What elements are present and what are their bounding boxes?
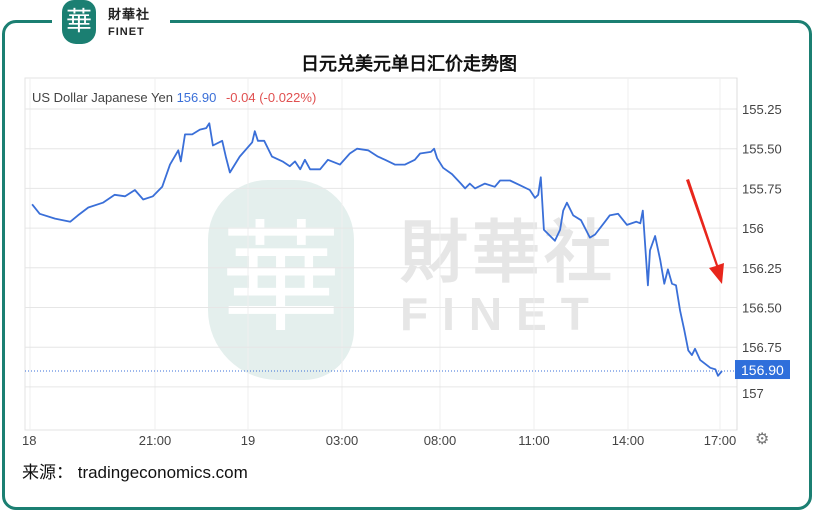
card-frame bbox=[2, 20, 812, 510]
y-tick-label: 156.75 bbox=[742, 340, 782, 355]
x-tick-label: 11:00 bbox=[518, 433, 550, 448]
legend-change: -0.04 (-0.022%) bbox=[225, 90, 317, 105]
finet-logo: 華 財華社 FINET bbox=[52, 0, 170, 46]
current-price-badge bbox=[735, 360, 790, 380]
y-tick-label: 156.25 bbox=[742, 261, 782, 276]
y-tick-label: 157 bbox=[742, 386, 764, 401]
watermark-mark: 華 bbox=[208, 180, 354, 380]
plot-border bbox=[24, 77, 738, 431]
logo-mark: 華 bbox=[62, 0, 96, 44]
x-tick-label: 19 bbox=[241, 433, 255, 448]
y-tick-label: 156 bbox=[742, 221, 764, 236]
legend-series-name: US Dollar Japanese Yen bbox=[32, 90, 173, 105]
current-price-label: 156.90 bbox=[741, 362, 784, 378]
logo-en: FINET bbox=[108, 26, 145, 38]
x-tick-label: 14:00 bbox=[612, 433, 645, 448]
y-tick-label: 155.50 bbox=[742, 142, 782, 157]
logo-cn: 財華社 bbox=[108, 7, 151, 22]
source-text: 来源： tradingeconomics.com bbox=[22, 463, 248, 482]
watermark-en: FINET bbox=[400, 288, 603, 340]
y-tick-label: 155.75 bbox=[742, 181, 782, 196]
watermark-cn: 財華社 bbox=[400, 215, 617, 291]
chart-legend: US Dollar Japanese Yen 156.90 -0.04 (-0.… bbox=[32, 90, 316, 105]
x-tick-label: 08:00 bbox=[424, 433, 457, 448]
x-tick-label: 21:00 bbox=[139, 433, 172, 448]
gear-icon[interactable]: ⚙ bbox=[755, 431, 770, 448]
x-tick-label: 18 bbox=[22, 433, 36, 448]
x-tick-label: 17:00 bbox=[704, 433, 737, 448]
price-line bbox=[31, 122, 723, 377]
red-arrow-icon bbox=[686, 179, 724, 284]
y-tick-label: 155.25 bbox=[742, 102, 782, 117]
chart-title: 日元兑美元单日汇价走势图 bbox=[301, 54, 517, 75]
x-tick-label: 03:00 bbox=[326, 433, 359, 448]
y-tick-label: 156.50 bbox=[742, 301, 782, 316]
legend-price: 156.90 bbox=[176, 90, 217, 105]
